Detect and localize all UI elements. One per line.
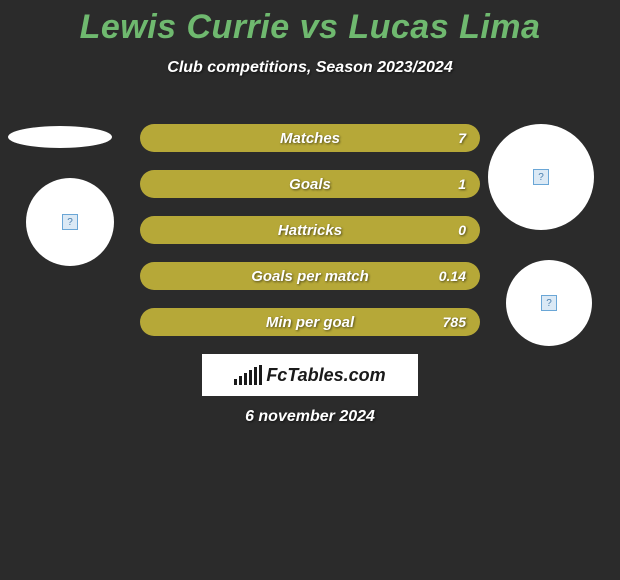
page-title: Lewis Currie vs Lucas Lima bbox=[0, 0, 620, 47]
stat-bar: Min per goal 785 bbox=[140, 308, 480, 336]
image-placeholder-icon: ? bbox=[533, 169, 549, 185]
stat-bar-value: 0.14 bbox=[439, 268, 466, 284]
image-placeholder-icon: ? bbox=[62, 214, 78, 230]
logo-bars-icon bbox=[234, 365, 262, 385]
logo-box: FcTables.com bbox=[202, 354, 418, 396]
avatar-player-right-top: ? bbox=[488, 124, 594, 230]
image-placeholder-icon: ? bbox=[541, 295, 557, 311]
stat-bar-value: 785 bbox=[443, 314, 466, 330]
stats-bars: Matches 7 Goals 1 Hattricks 0 Goals per match 0… bbox=[140, 124, 480, 354]
stat-bar: Goals 1 bbox=[140, 170, 480, 198]
stat-bar-label: Matches bbox=[280, 130, 340, 147]
stat-bar: Hattricks 0 bbox=[140, 216, 480, 244]
avatar-player-right-bottom: ? bbox=[506, 260, 592, 346]
stat-bar-label: Goals bbox=[289, 176, 331, 193]
stat-bar-value: 7 bbox=[458, 130, 466, 146]
logo-text: FcTables.com bbox=[266, 365, 385, 386]
date-label: 6 november 2024 bbox=[0, 408, 620, 426]
stat-bar-label: Min per goal bbox=[266, 314, 354, 331]
stat-bar-value: 0 bbox=[458, 222, 466, 238]
avatar-player-left: ? bbox=[26, 178, 114, 266]
stat-bar-value: 1 bbox=[458, 176, 466, 192]
stat-bar-label: Hattricks bbox=[278, 222, 342, 239]
stat-bar-label: Goals per match bbox=[251, 268, 369, 285]
page-subtitle: Club competitions, Season 2023/2024 bbox=[0, 59, 620, 77]
decorative-ellipse bbox=[8, 126, 112, 148]
stat-bar: Goals per match 0.14 bbox=[140, 262, 480, 290]
stat-bar: Matches 7 bbox=[140, 124, 480, 152]
